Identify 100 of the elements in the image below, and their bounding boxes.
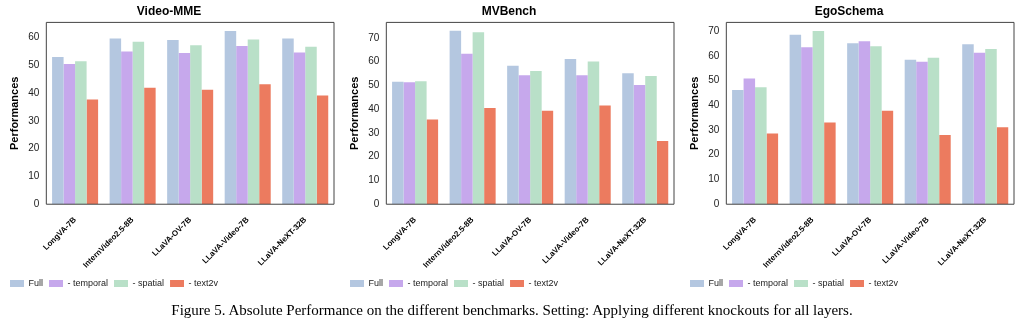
y-tick-label: 50 (708, 74, 720, 86)
bar (236, 46, 248, 205)
bar (766, 133, 779, 205)
bar (812, 31, 825, 205)
bar (962, 44, 974, 205)
y-tick-label: 10 (708, 173, 720, 185)
bar (824, 122, 836, 205)
y-tick-label: 0 (373, 197, 380, 209)
bar (633, 84, 646, 205)
y-tick-label: 0 (33, 197, 40, 209)
bar (599, 105, 611, 205)
bar (75, 61, 87, 205)
bar (167, 39, 179, 205)
bar (789, 34, 802, 205)
y-tick-label: 60 (28, 31, 40, 43)
bar (743, 78, 756, 205)
bar (755, 87, 767, 205)
bar (316, 95, 329, 205)
legend-label: - temporal (747, 277, 789, 288)
caption: Figure 5. Absolute Performance on the different benchmarks. Setting: Applying different knockouts for all layers. (170, 302, 854, 319)
y-tick-label: 40 (28, 86, 40, 98)
bar (109, 38, 122, 205)
legend-label: - temporal (407, 277, 449, 288)
bar (656, 141, 669, 205)
legend-label: - spatial (472, 277, 505, 288)
bar (732, 89, 744, 205)
y-tick-label: 60 (708, 49, 720, 61)
bar (530, 70, 542, 205)
bar (939, 134, 951, 205)
legend-label: Full (708, 277, 724, 288)
y-tick-label: 40 (708, 99, 720, 111)
chart-title: Video-MME (136, 3, 202, 18)
y-tick-label: 0 (713, 197, 720, 209)
y-tick-label: 50 (368, 79, 380, 91)
bar (985, 49, 997, 205)
bar (973, 52, 986, 205)
legend-label: Full (28, 277, 44, 288)
bar (484, 107, 496, 205)
y-tick-label: 20 (368, 150, 380, 162)
bar (472, 32, 485, 205)
y-tick-label: 30 (28, 114, 40, 126)
bar (392, 81, 404, 205)
y-axis-title: Performances (347, 76, 360, 150)
legend-label: - text2v (528, 277, 559, 288)
legend-label: - text2v (188, 277, 219, 288)
bar (293, 52, 306, 205)
y-tick-label: 10 (368, 174, 380, 186)
bar (132, 41, 145, 205)
y-tick-label: 40 (368, 102, 380, 114)
bar (996, 127, 1009, 205)
bar (927, 57, 940, 205)
bar (622, 73, 634, 205)
y-axis-title: Performances (7, 76, 20, 150)
y-tick-label: 70 (368, 31, 380, 43)
bar (305, 46, 317, 205)
bar (259, 84, 271, 205)
y-tick-label: 70 (708, 24, 720, 36)
y-tick-label: 30 (708, 123, 720, 135)
legend-label: - spatial (812, 277, 845, 288)
bar (881, 110, 894, 205)
legend-label: - text2v (868, 277, 899, 288)
bar (507, 65, 519, 205)
bar (224, 31, 237, 205)
chart-title: EgoSchema (814, 3, 884, 18)
bar (144, 87, 156, 205)
bar (415, 81, 427, 205)
bar (587, 61, 600, 205)
bar (541, 110, 554, 205)
y-tick-label: 60 (368, 55, 380, 67)
y-tick-label: 50 (28, 59, 40, 71)
bar (247, 39, 260, 205)
bar (801, 47, 813, 205)
chart-title: MVBench (481, 3, 537, 18)
bar (282, 38, 294, 205)
bar (426, 119, 439, 205)
bar (904, 59, 917, 205)
legend-label: - spatial (132, 277, 165, 288)
bar (858, 41, 871, 205)
bar (461, 53, 473, 205)
bar (86, 99, 99, 205)
bar (201, 89, 214, 205)
bar (518, 75, 531, 205)
bar (121, 51, 133, 205)
y-tick-label: 20 (708, 148, 720, 160)
bar (916, 61, 928, 205)
bar (190, 45, 202, 205)
bar (564, 59, 577, 205)
bar (449, 30, 462, 205)
bar (870, 46, 882, 205)
y-axis-title: Performances (687, 76, 700, 150)
bar (178, 52, 191, 205)
bar (645, 76, 657, 205)
bar (52, 57, 64, 205)
bar (63, 64, 76, 205)
bar (403, 82, 416, 205)
y-tick-label: 10 (28, 170, 40, 182)
bar (847, 43, 859, 205)
legend-label: - temporal (67, 277, 109, 288)
bar (576, 75, 588, 205)
y-tick-label: 20 (28, 142, 40, 154)
